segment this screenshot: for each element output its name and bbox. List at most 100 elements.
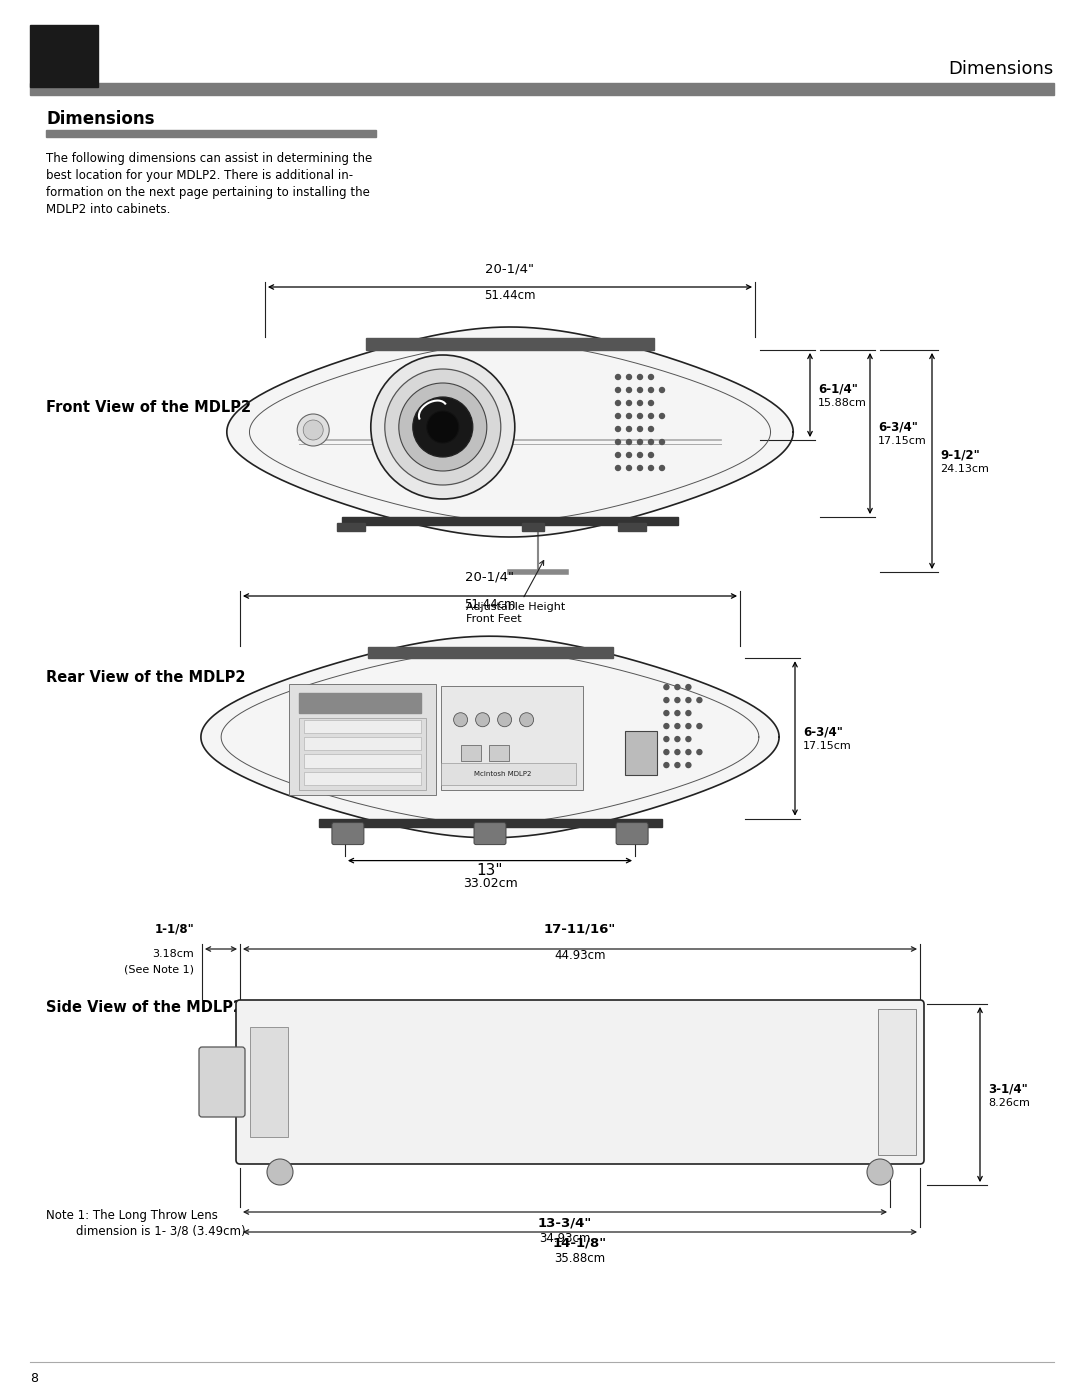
Circle shape (686, 724, 691, 729)
Text: Dimensions: Dimensions (948, 60, 1054, 78)
Circle shape (519, 712, 534, 726)
Circle shape (648, 465, 653, 471)
Circle shape (616, 387, 621, 393)
Polygon shape (201, 636, 779, 838)
Circle shape (616, 374, 621, 380)
Circle shape (664, 763, 669, 767)
Circle shape (427, 411, 459, 443)
Circle shape (675, 750, 680, 754)
Text: 51.44cm: 51.44cm (484, 289, 536, 302)
Circle shape (686, 750, 691, 754)
Circle shape (686, 763, 691, 767)
Circle shape (686, 685, 691, 690)
Circle shape (637, 440, 643, 444)
Circle shape (675, 685, 680, 690)
Bar (488, 745, 509, 761)
Circle shape (664, 736, 669, 742)
Circle shape (637, 414, 643, 419)
Text: 9-1/2": 9-1/2" (940, 448, 980, 461)
Circle shape (267, 1160, 293, 1185)
Bar (30, 25, 98, 87)
Text: 17.15cm: 17.15cm (804, 742, 852, 752)
Bar (30, 82, 1054, 95)
Text: 1-1/8": 1-1/8" (154, 922, 194, 935)
Bar (319, 819, 661, 827)
Bar (441, 686, 583, 789)
Circle shape (675, 711, 680, 715)
Text: Adjustable Height
Front Feet: Adjustable Height Front Feet (465, 560, 565, 623)
Bar (337, 522, 365, 531)
Circle shape (697, 697, 702, 703)
Circle shape (648, 440, 653, 444)
Text: Side View of the MDLP2: Side View of the MDLP2 (46, 999, 243, 1014)
Text: 8.26cm: 8.26cm (988, 1098, 1030, 1108)
Bar (289, 685, 436, 795)
Bar (303, 754, 421, 768)
Text: 3-1/4": 3-1/4" (988, 1083, 1028, 1095)
Circle shape (626, 401, 632, 405)
Bar (299, 718, 427, 789)
Circle shape (664, 697, 669, 703)
Bar (46, 130, 376, 137)
Text: Note 1: The Long Throw Lens: Note 1: The Long Throw Lens (46, 1208, 218, 1222)
Polygon shape (227, 327, 793, 536)
Circle shape (664, 711, 669, 715)
Text: Dimensions: Dimensions (46, 110, 154, 129)
Circle shape (384, 369, 501, 485)
Circle shape (648, 387, 653, 393)
Text: Rear View of the MDLP2: Rear View of the MDLP2 (46, 669, 245, 685)
Circle shape (675, 697, 680, 703)
Bar (366, 338, 654, 351)
Circle shape (626, 387, 632, 393)
Circle shape (616, 465, 621, 471)
Circle shape (686, 736, 691, 742)
Text: 33.02cm: 33.02cm (462, 877, 517, 890)
Circle shape (498, 712, 512, 726)
Circle shape (616, 453, 621, 457)
Text: 8: 8 (30, 1372, 38, 1386)
Circle shape (370, 355, 515, 499)
Bar (249, 1027, 288, 1137)
Circle shape (675, 763, 680, 767)
Bar (441, 763, 576, 785)
Text: 6-3/4": 6-3/4" (878, 420, 918, 434)
Circle shape (675, 736, 680, 742)
Circle shape (660, 465, 664, 471)
Bar (460, 745, 481, 761)
Circle shape (399, 383, 487, 471)
Bar (303, 771, 421, 785)
Circle shape (697, 750, 702, 754)
Bar (522, 522, 544, 531)
Circle shape (297, 414, 329, 446)
Text: Front View of the MDLP2: Front View of the MDLP2 (46, 400, 252, 415)
Circle shape (637, 374, 643, 380)
Text: 34.93cm: 34.93cm (539, 1232, 591, 1245)
Text: dimension is 1- 3/8 (3.49cm): dimension is 1- 3/8 (3.49cm) (46, 1225, 245, 1238)
Circle shape (867, 1160, 893, 1185)
Circle shape (303, 420, 323, 440)
Bar (367, 647, 612, 658)
Circle shape (686, 711, 691, 715)
Text: 14-1/8": 14-1/8" (553, 1236, 607, 1249)
Text: 15.88cm: 15.88cm (818, 398, 867, 408)
Bar (299, 693, 421, 712)
Text: 24.13cm: 24.13cm (940, 464, 989, 474)
Bar (514, 766, 539, 784)
Circle shape (686, 697, 691, 703)
Text: MDLP2 into cabinets.: MDLP2 into cabinets. (46, 203, 171, 217)
Text: 6-3/4": 6-3/4" (804, 726, 842, 739)
Circle shape (637, 387, 643, 393)
Circle shape (616, 401, 621, 405)
FancyBboxPatch shape (474, 823, 507, 845)
Text: 17.15cm: 17.15cm (878, 436, 927, 447)
Circle shape (637, 453, 643, 457)
Circle shape (454, 712, 468, 726)
Circle shape (616, 440, 621, 444)
Circle shape (413, 397, 473, 457)
Bar (303, 738, 421, 750)
Text: 20-1/4": 20-1/4" (486, 263, 535, 275)
Text: 20-1/4": 20-1/4" (465, 571, 514, 584)
Circle shape (664, 724, 669, 729)
FancyBboxPatch shape (237, 1000, 924, 1164)
Text: 17-11/16": 17-11/16" (544, 922, 616, 935)
